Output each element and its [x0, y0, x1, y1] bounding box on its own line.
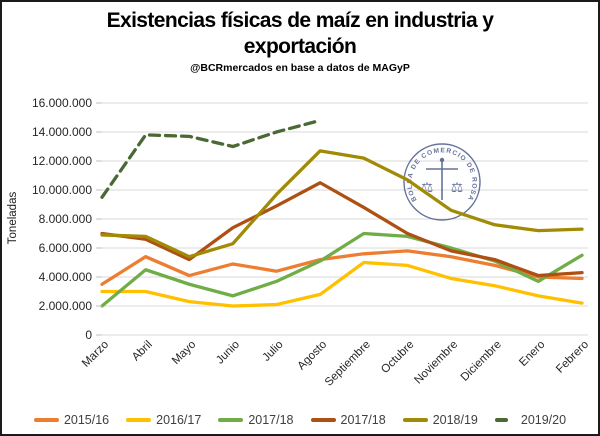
legend-item-5-2019-20: 2019/20: [494, 413, 567, 427]
legend-label: 2017/18: [248, 413, 294, 427]
legend-label: 2017/18: [340, 413, 386, 427]
series-line-4-2018-19: [100, 149, 584, 259]
x-tick-label-enero: Enero: [517, 339, 547, 369]
x-tick-label-marzo: Marzo: [80, 339, 111, 370]
x-tick-label-mayo: Mayo: [170, 339, 198, 367]
legend-label: 2015/16: [63, 413, 110, 427]
series-line-1-2016-17: [100, 260, 584, 308]
y-tick-label: 10.000.000: [32, 183, 92, 197]
y-tick-label: 4.000.000: [39, 270, 93, 284]
x-tick-label-junio: Junio: [214, 339, 242, 367]
watermark-outer-ring: [403, 143, 481, 221]
legend-item-2-2017-18: 2017/18: [218, 413, 294, 427]
legend-swatch: [310, 418, 336, 422]
chart-header: Existencias físicas de maíz en industria…: [2, 8, 598, 74]
x-tick-label-julio: Julio: [260, 339, 285, 364]
series-line-0-2015-16: [100, 249, 584, 286]
legend-swatch: [402, 418, 428, 422]
y-axis: 0 2.000.000 4.000.000 6.000.000 8.000.000 10.…: [32, 96, 102, 342]
y-tick-label: 14.000.000: [32, 125, 92, 139]
chart-title-line2: exportación: [243, 34, 357, 58]
legend-item-3-2017-18: 2017/18: [310, 413, 386, 427]
y-tick-label: 0: [85, 328, 92, 342]
legend-item-4-2018-19: 2018/19: [402, 413, 478, 427]
x-tick-label-noviembre: Noviembre: [412, 339, 460, 387]
y-tick-label: 2.000.000: [39, 299, 93, 313]
chart-legend: 2015/16 2016/17 2017/18 2017/18 2018/19 2019/…: [2, 413, 598, 427]
legend-swatch: [218, 418, 244, 422]
watermark-caduceus-top: [439, 157, 445, 163]
legend-swatch: [33, 418, 59, 422]
watermark-scales-right-icon: ⚖: [451, 179, 464, 195]
y-tick-label: 12.000.000: [32, 154, 92, 168]
series-lines: [100, 118, 584, 308]
x-tick-label-abril: Abril: [130, 339, 155, 364]
x-tick-label-septiembre: Septiembre: [323, 339, 373, 389]
x-tick-label-febrero: Febrero: [554, 339, 591, 376]
series-line-3-2017-18: [100, 181, 584, 278]
legend-swatch: [126, 418, 152, 422]
x-tick-label-octubre: Octubre: [379, 339, 416, 376]
y-tick-label: 16.000.000: [32, 96, 92, 110]
legend-label: 2019/20: [520, 413, 567, 427]
y-tick-label: 6.000.000: [39, 241, 93, 255]
x-axis: Marzo Abril Mayo Junio Julio AgostoSeptiembre…: [80, 339, 591, 389]
chart-title-line1: Existencias físicas de maíz en industria…: [106, 9, 494, 32]
x-tick-label-diciembre: Diciembre: [459, 339, 504, 384]
gridlines: [102, 102, 588, 336]
legend-swatch-dashed: [494, 418, 508, 422]
y-tick-label: 8.000.000: [39, 212, 93, 226]
chart-subtitle: @BCRmercados en base a datos de MAGyP: [190, 62, 410, 75]
y-axis-title: Toneladas: [7, 192, 19, 245]
legend-label: 2018/19: [432, 413, 478, 427]
legend-label: 2016/17: [156, 413, 202, 427]
x-tick-label-agosto: Agosto: [295, 339, 329, 373]
legend-item-1-2016-17: 2016/17: [126, 413, 201, 427]
legend-item-0-2015-16: 2015/16: [33, 413, 110, 427]
series-line-2-2017-18: [100, 231, 584, 308]
series-line-5-2019-20: [100, 118, 322, 199]
